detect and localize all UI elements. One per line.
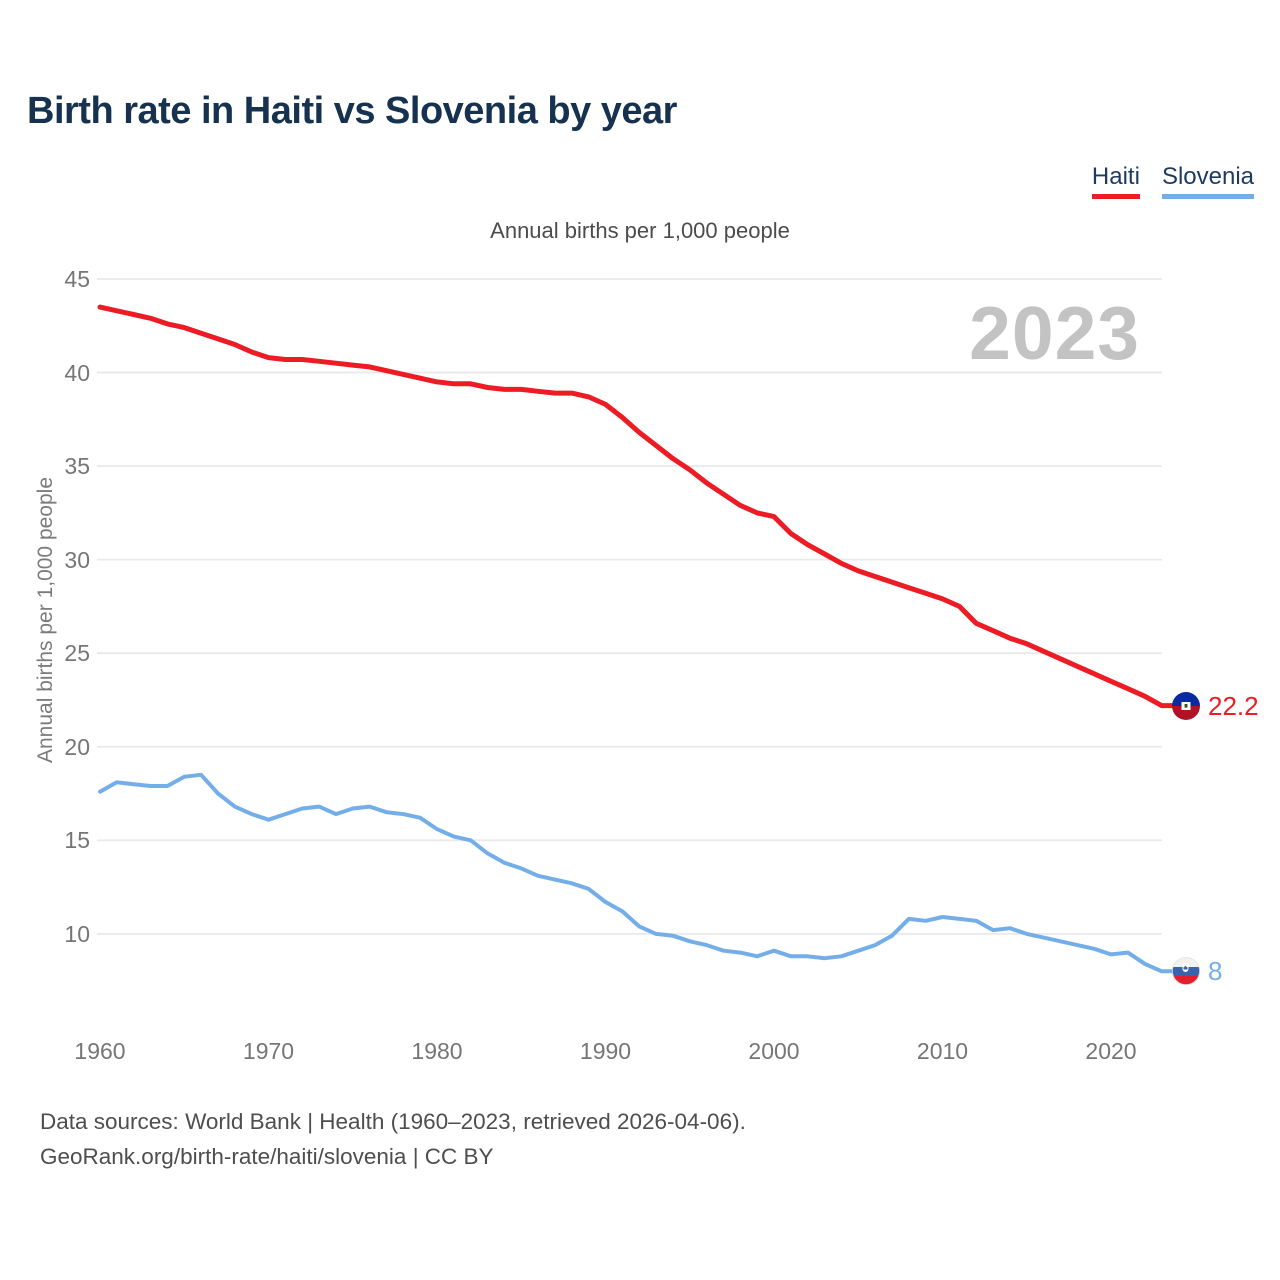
chart-subtitle: Annual births per 1,000 people <box>490 218 790 243</box>
end-value-slovenia: 8 <box>1208 956 1223 987</box>
y-tick-label: 30 <box>64 546 90 573</box>
page-title: Birth rate in Haiti vs Slovenia by year <box>27 90 677 132</box>
y-tick-label: 40 <box>64 359 90 386</box>
haiti-line <box>97 304 1178 709</box>
legend-item-slovenia[interactable]: Slovenia <box>1161 163 1254 199</box>
footer-link: GeoRank.org/birth-rate/haiti/slovenia | … <box>40 1144 494 1169</box>
end-label-slovenia: 8 <box>1172 956 1223 987</box>
footer-sources: Data sources: World Bank | Health (1960–… <box>40 1109 746 1134</box>
x-tick-label: 2020 <box>1085 1038 1137 1064</box>
footer: Data sources: World Bank | Health (1960–… <box>40 1104 746 1174</box>
y-tick-label: 10 <box>64 920 90 947</box>
slovenia-flag-icon <box>1172 957 1200 986</box>
watermark-year: 2023 <box>969 291 1140 375</box>
y-tick-label: 25 <box>64 640 90 667</box>
end-value-haiti: 22.2 <box>1208 690 1259 721</box>
legend: Haiti Slovenia <box>1091 163 1254 199</box>
legend-label-slovenia: Slovenia <box>1161 163 1254 190</box>
y-tick-label: 15 <box>64 827 90 854</box>
x-tick-label: 1980 <box>411 1038 463 1064</box>
x-tick-label: 2010 <box>916 1038 969 1064</box>
y-tick-label: 35 <box>64 453 90 480</box>
y-tick-label: 20 <box>64 733 90 760</box>
slovenia-line <box>98 772 1177 974</box>
haiti-flag-icon <box>1172 691 1200 720</box>
x-tick-label: 1960 <box>74 1038 126 1064</box>
end-label-haiti: 22.2 <box>1172 690 1259 721</box>
legend-label-haiti: Haiti <box>1091 163 1140 190</box>
y-tick-label: 45 <box>64 266 90 292</box>
x-tick-label: 1990 <box>579 1038 632 1064</box>
legend-item-haiti[interactable]: Haiti <box>1091 163 1140 199</box>
x-tick-label: 1970 <box>242 1038 295 1064</box>
x-tick-label: 2000 <box>748 1038 800 1064</box>
